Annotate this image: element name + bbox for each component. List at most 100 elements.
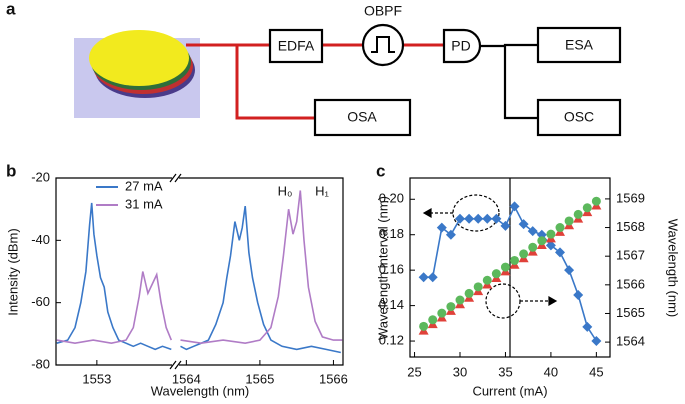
y2-tick-label: 1569 <box>616 190 645 205</box>
marker <box>518 219 529 230</box>
axis-break <box>169 173 182 370</box>
box <box>536 98 622 137</box>
panel-label: a <box>6 0 16 18</box>
marker <box>582 203 592 213</box>
box-label: OSA <box>347 109 377 125</box>
annotation: H₀ <box>278 183 293 198</box>
frame-b <box>55 177 344 366</box>
box <box>313 98 412 137</box>
marker <box>437 308 447 318</box>
setup-diagram: a EDFA OBPF PD ESA OSA OSC <box>6 0 622 137</box>
marker <box>573 209 583 219</box>
arrow-head <box>422 207 432 219</box>
marker <box>591 196 601 206</box>
marker <box>564 216 574 226</box>
box <box>536 26 622 64</box>
y-tick-label: -80 <box>31 356 50 371</box>
panel-label: b <box>6 161 16 180</box>
marker <box>419 321 429 331</box>
marker <box>482 213 493 224</box>
box <box>268 28 324 64</box>
marker <box>500 220 511 231</box>
marker <box>545 240 556 251</box>
x-tick-label: 35 <box>498 364 512 379</box>
guide-circle <box>452 194 500 232</box>
x-tick-label: 1565 <box>245 371 274 386</box>
marker <box>446 302 456 312</box>
marker <box>473 213 484 224</box>
box-label: PD <box>451 38 470 54</box>
x-tick-label: 40 <box>544 364 558 379</box>
y-tick-label: 0.16 <box>379 262 404 277</box>
x-tick-label: 25 <box>407 364 421 379</box>
marker <box>591 336 602 347</box>
marker <box>482 275 492 285</box>
marker <box>428 315 438 325</box>
fiber <box>186 43 444 120</box>
cable <box>480 43 538 120</box>
annotation: H₁ <box>315 183 329 198</box>
y2-tick-label: 1565 <box>616 305 645 320</box>
marker <box>473 282 483 292</box>
y2-tick-label: 1566 <box>616 276 645 291</box>
guide-circle <box>485 283 521 319</box>
legend-label: 27 mA <box>125 178 163 193</box>
marker <box>500 262 510 272</box>
x-tick-label: 1553 <box>82 371 111 386</box>
marker <box>555 247 565 258</box>
box-label: OBPF <box>364 3 402 19</box>
marker <box>510 255 520 265</box>
marker <box>464 213 475 224</box>
marker <box>519 249 529 259</box>
arrow-head <box>548 295 558 307</box>
marker <box>582 321 593 332</box>
y2-tick-label: 1564 <box>616 334 645 349</box>
x-tick-label: 30 <box>453 364 467 379</box>
y-axis-label: Wavelength interval (nm) <box>375 196 390 340</box>
detector <box>442 28 482 64</box>
x-tick-label: 1566 <box>319 371 348 386</box>
y2-axis-label: Wavelength (nm) <box>666 219 681 318</box>
y2-tick-label: 1568 <box>616 219 645 234</box>
marker <box>546 229 556 239</box>
y-tick-label: -60 <box>31 294 50 309</box>
filter-icon <box>371 36 395 53</box>
marker <box>464 288 474 298</box>
y-tick-label: 0.18 <box>379 226 404 241</box>
marker <box>455 295 465 305</box>
marker <box>445 229 456 240</box>
marker <box>491 213 502 224</box>
marker <box>455 213 465 224</box>
marker <box>528 242 538 252</box>
y-tick-label: 0.20 <box>379 191 404 206</box>
x-tick-label: 1564 <box>172 371 201 386</box>
marker <box>537 236 547 246</box>
series-line <box>56 190 343 345</box>
y-tick-label: 0.12 <box>379 332 404 347</box>
legend-label: 31 mA <box>125 196 163 211</box>
x-tick-label: 45 <box>589 364 603 379</box>
chip-disk <box>89 30 189 86</box>
marker <box>555 223 565 233</box>
marker <box>573 289 584 300</box>
marker <box>564 265 575 276</box>
y-tick-label: 0.14 <box>379 297 404 312</box>
x-axis-label: Wavelength (nm) <box>151 383 250 398</box>
marker <box>427 272 438 283</box>
y-axis-label: Intensity (dBm) <box>5 228 20 315</box>
filter <box>361 23 405 67</box>
marker <box>509 201 520 212</box>
marker <box>491 269 501 279</box>
x-axis-label: Current (mA) <box>472 383 547 398</box>
marker <box>436 222 447 233</box>
box-label: ESA <box>565 37 594 53</box>
marker <box>527 226 538 237</box>
y-tick-label: -40 <box>31 232 50 247</box>
series-line <box>56 202 341 354</box>
box-label: EDFA <box>278 38 315 54</box>
panel-label: c <box>376 161 385 180</box>
y-tick-label: -20 <box>31 169 50 184</box>
box-label: OSC <box>564 109 594 125</box>
y2-tick-label: 1567 <box>616 248 645 263</box>
